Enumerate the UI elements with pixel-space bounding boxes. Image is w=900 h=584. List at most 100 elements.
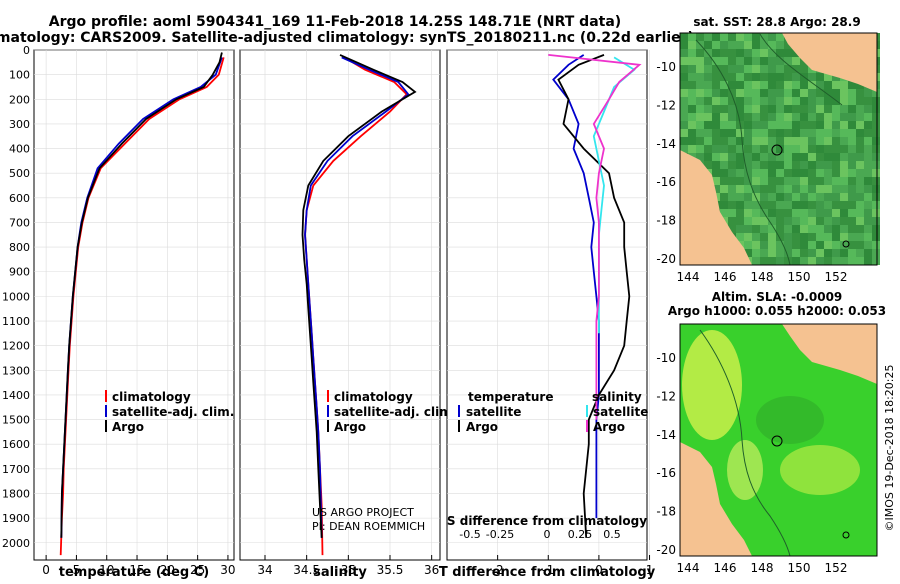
sst-cell — [752, 185, 760, 193]
sla-map-anomaly-coast — [727, 440, 763, 500]
sst-cell — [832, 113, 840, 121]
lat-tick-label: -12 — [656, 98, 676, 112]
sst-cell — [856, 153, 864, 161]
sst-cell — [744, 129, 752, 137]
sst-cell — [720, 209, 728, 217]
sst-cell — [728, 33, 736, 41]
sst-cell — [824, 129, 832, 137]
lat-tick-label: -14 — [656, 137, 676, 151]
legend-label-argo: Argo — [334, 420, 366, 434]
sst-cell — [768, 241, 776, 249]
temperature-legend: climatology satellite-adj. clim. Argo — [105, 390, 234, 434]
sst-cell — [856, 129, 864, 137]
sst-map-panel: sat. SST: 28.8 Argo: 28.9 -10-12-14-16-1… — [656, 15, 880, 284]
sst-cell — [736, 225, 744, 233]
salinity-diff-tick-label: -0.25 — [486, 528, 514, 541]
sst-cell — [800, 249, 808, 257]
sst-cell — [776, 209, 784, 217]
sst-cell — [856, 233, 864, 241]
sst-cell — [720, 193, 728, 201]
sst-cell — [832, 233, 840, 241]
sst-cell — [752, 113, 760, 121]
sst-cell — [712, 57, 720, 65]
sst-cell — [720, 33, 728, 41]
sst-cell — [776, 65, 784, 73]
sst-cell — [800, 257, 808, 265]
sst-cell — [872, 137, 880, 145]
sla-map-lat-ticks: -10 -12 -14 -16 -18 -20 — [656, 351, 676, 557]
sst-cell — [760, 249, 768, 257]
sst-cell — [696, 129, 704, 137]
sst-map-argo-marker — [771, 144, 783, 156]
sst-cell — [752, 33, 760, 41]
sst-cell — [744, 241, 752, 249]
sst-cell — [728, 81, 736, 89]
sst-cell — [728, 201, 736, 209]
sst-cell — [696, 153, 704, 161]
sst-cell — [848, 201, 856, 209]
sst-cell — [824, 257, 832, 265]
sst-cell — [800, 161, 808, 169]
sst-cell — [784, 49, 792, 57]
sst-cell — [752, 217, 760, 225]
sst-cell — [688, 49, 696, 57]
difference-xlabel-salinity: S difference from climatology — [447, 514, 647, 528]
sst-cell — [872, 185, 880, 193]
sst-cell — [736, 161, 744, 169]
sst-cell — [872, 97, 880, 105]
sst-cell — [808, 177, 816, 185]
sst-cell — [824, 249, 832, 257]
sst-cell — [784, 201, 792, 209]
sst-cell — [720, 57, 728, 65]
sst-cell — [784, 113, 792, 121]
sst-cell — [704, 89, 712, 97]
sst-cell — [816, 137, 824, 145]
depth-tick-label: 300 — [9, 118, 30, 131]
sst-cell — [728, 97, 736, 105]
sst-map-land-australia — [680, 150, 752, 265]
sst-cell — [848, 249, 856, 257]
sst-cell — [840, 89, 848, 97]
sst-cell — [832, 137, 840, 145]
sst-cell — [688, 65, 696, 73]
lat-tick-label: -20 — [656, 543, 676, 557]
sst-cell — [816, 89, 824, 97]
sst-cell — [768, 217, 776, 225]
sst-cell — [744, 65, 752, 73]
sst-cell — [832, 241, 840, 249]
sst-cell — [736, 65, 744, 73]
sst-cell — [856, 225, 864, 233]
sst-cell — [752, 41, 760, 49]
sst-cell — [728, 41, 736, 49]
sst-cell — [768, 113, 776, 121]
sst-cell — [776, 105, 784, 113]
sst-cell — [680, 33, 688, 41]
sst-cell — [688, 129, 696, 137]
sst-cell — [872, 169, 880, 177]
sst-cell — [856, 257, 864, 265]
lat-tick-label: -18 — [656, 505, 676, 519]
sst-cell — [856, 81, 864, 89]
depth-tick-label: 1600 — [2, 438, 30, 451]
sst-cell — [864, 153, 872, 161]
sst-cell — [872, 153, 880, 161]
sst-cell — [808, 241, 816, 249]
sst-cell — [712, 49, 720, 57]
sst-cell — [856, 169, 864, 177]
x-tick-label: 36 — [424, 563, 439, 577]
sst-cell — [864, 113, 872, 121]
legend-swatch-argo — [327, 420, 329, 432]
sst-cell — [720, 73, 728, 81]
sst-cell — [768, 89, 776, 97]
sst-cell — [712, 89, 720, 97]
sst-cell — [736, 57, 744, 65]
sst-cell — [744, 73, 752, 81]
sst-cell — [728, 73, 736, 81]
depth-tick-label: 1500 — [2, 414, 30, 427]
sst-map-contour — [695, 39, 791, 266]
sst-cell — [832, 201, 840, 209]
sst-cell — [848, 185, 856, 193]
header-line1: Argo profile: aoml 5904341_169 11-Feb-20… — [49, 14, 621, 30]
sst-cell — [752, 137, 760, 145]
sst-cell — [744, 153, 752, 161]
